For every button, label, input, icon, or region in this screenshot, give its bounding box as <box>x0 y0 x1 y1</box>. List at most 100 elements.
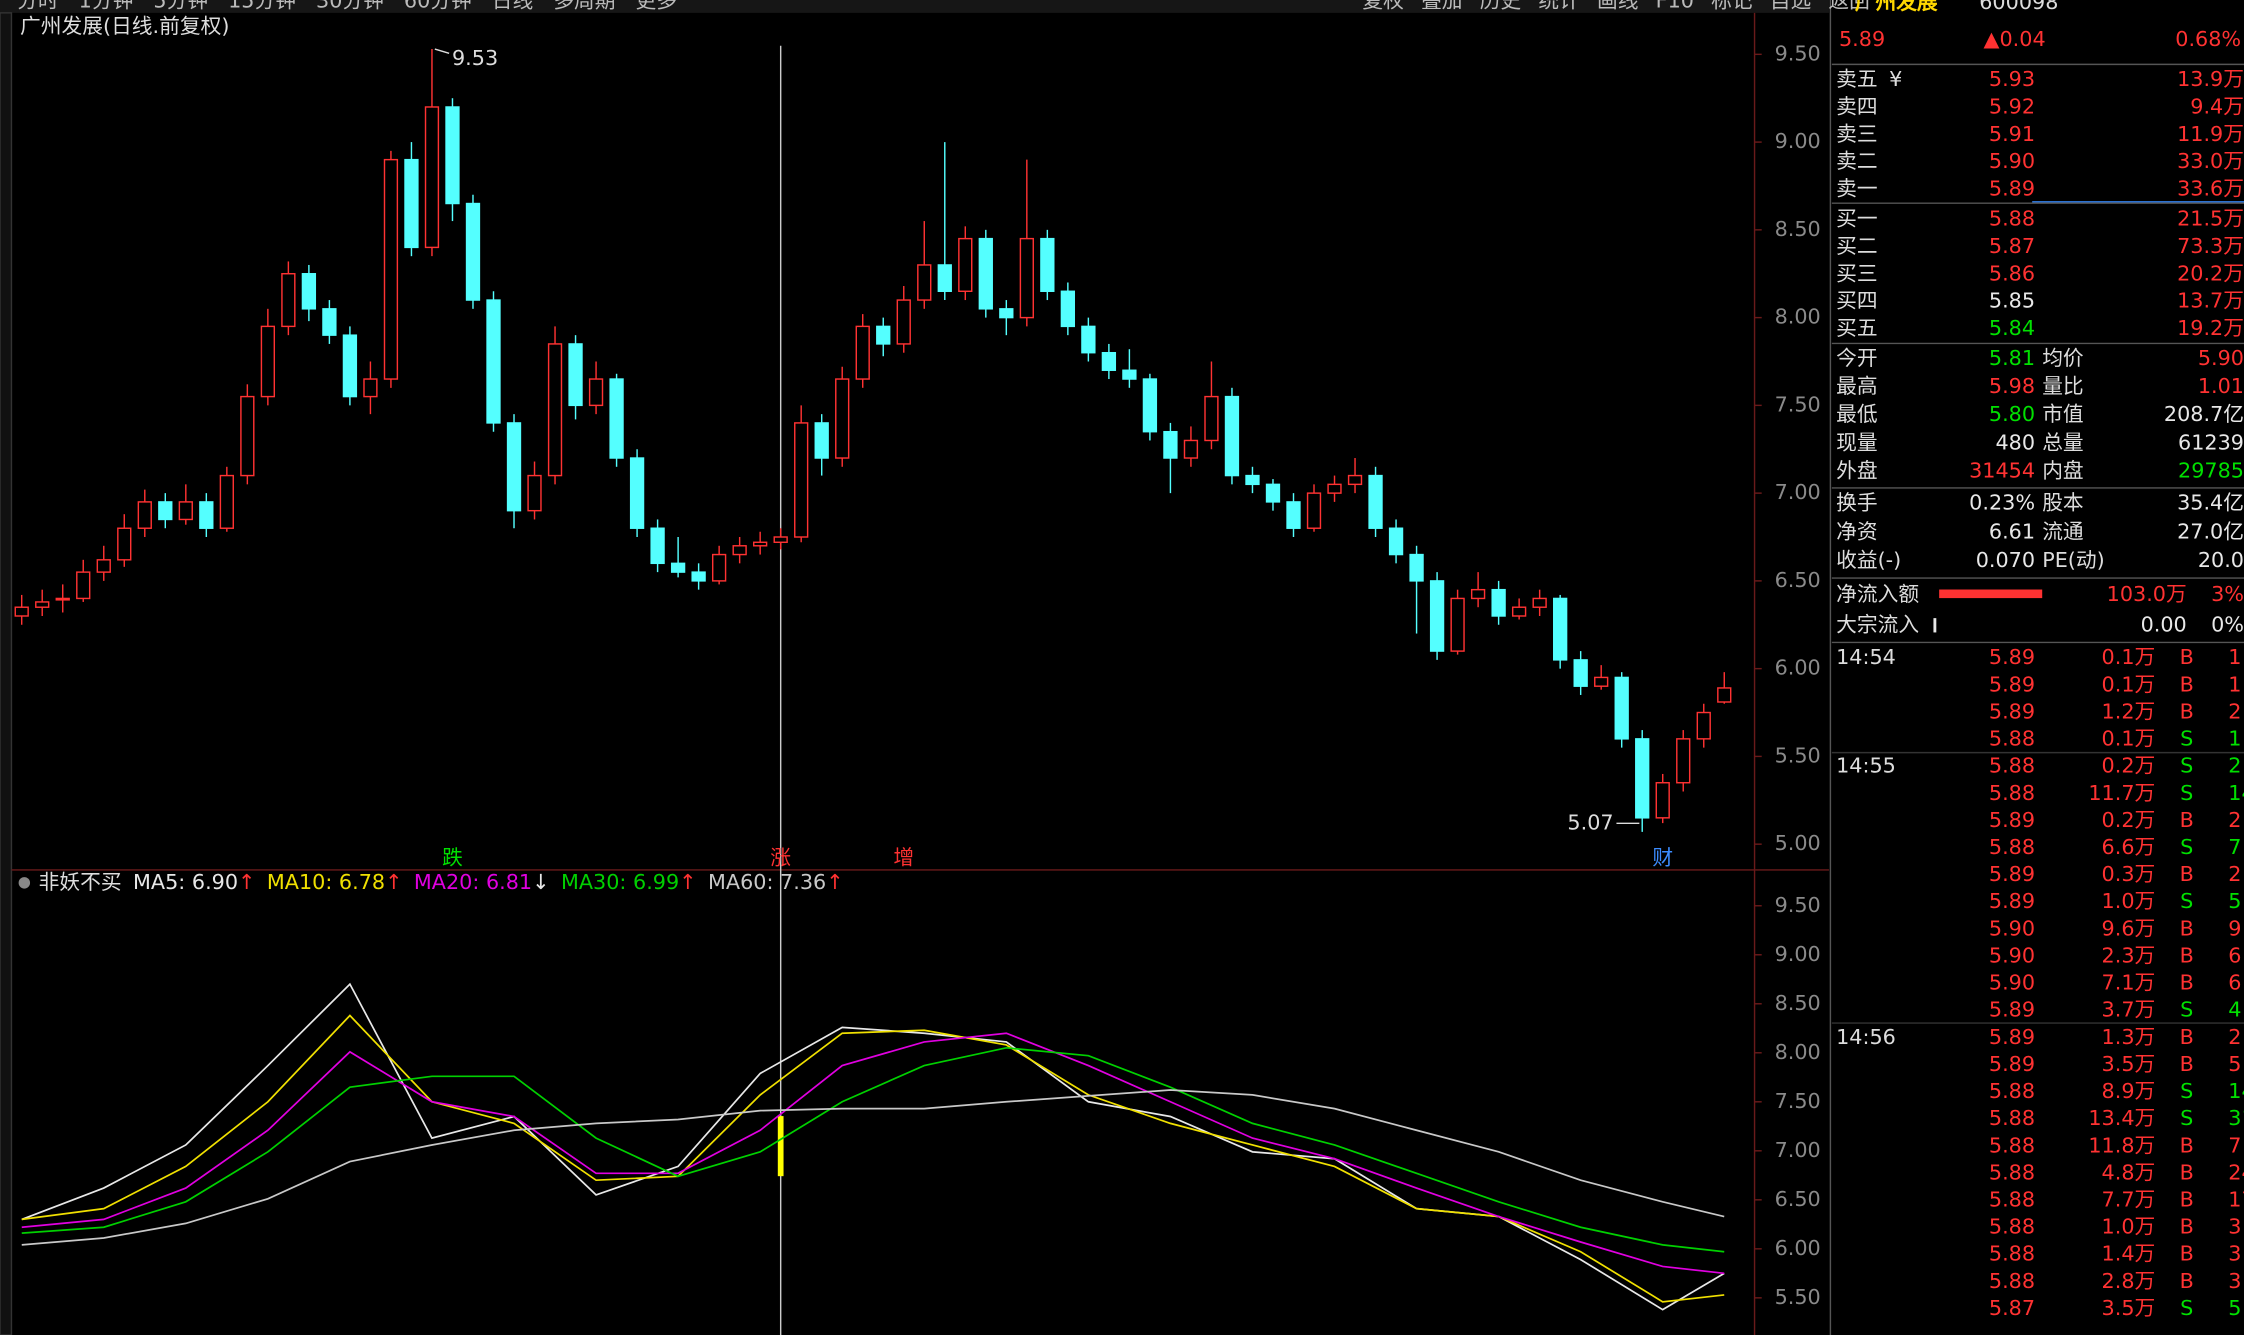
flow-pct: 3% <box>2211 582 2244 606</box>
toolbar-button[interactable]: 标记 <box>1711 0 1752 12</box>
tick-price: 5.89 <box>1989 889 2035 913</box>
toolbar-button[interactable]: 统计 <box>1538 0 1579 12</box>
candle-body <box>527 474 542 512</box>
toolbar-button[interactable]: 自选 <box>1770 0 1812 12</box>
tick-price: 5.89 <box>1989 1052 2035 1076</box>
stat-label: 外盘 <box>1836 458 1877 482</box>
tick-volume: 11.8万 <box>2088 1133 2155 1157</box>
tick-price: 5.89 <box>1989 808 2035 832</box>
stat-value: 5.81 <box>1989 346 2035 370</box>
candle-body <box>322 308 337 336</box>
event-marker: 财 <box>1652 846 1673 870</box>
stock-code: 600098 <box>1979 0 2058 14</box>
y-tick-label: 6.00 <box>1775 1236 1821 1260</box>
tick-count: 4 <box>2228 998 2241 1022</box>
tick-side: S <box>2180 889 2193 913</box>
toolbar-button[interactable]: 复权 <box>1362 0 1404 12</box>
book-price: 5.90 <box>1989 149 2035 173</box>
tick-price: 5.88 <box>1989 754 2035 778</box>
stat-label: 总量 <box>2042 430 2083 454</box>
toolbar-button[interactable]: 历史 <box>1480 0 1521 12</box>
tick-volume: 3.5万 <box>2102 1052 2156 1076</box>
tick-volume: 11.7万 <box>2088 781 2155 805</box>
tick-price: 5.88 <box>1989 1133 2035 1157</box>
toolbar-button[interactable]: 画线 <box>1597 0 1638 12</box>
tick-side: B <box>2180 1025 2194 1049</box>
tick-side: B <box>2180 1187 2194 1211</box>
book-label: 买三 <box>1836 261 1877 285</box>
y-tick-label: 7.00 <box>1775 1138 1821 1162</box>
toolbar-tab[interactable]: 60分钟 <box>404 0 472 12</box>
ma-line <box>21 1032 1725 1275</box>
tick-count: 6 <box>2228 971 2241 995</box>
tick-volume: 1.3万 <box>2102 1025 2156 1049</box>
toolbar-button[interactable]: 返回 <box>1828 0 1869 12</box>
candle-body <box>1511 606 1527 617</box>
candle-body <box>794 422 809 538</box>
toolbar-tab[interactable]: 分时 <box>17 0 58 12</box>
tick-count: 5 <box>2228 889 2241 913</box>
candle-body <box>260 325 276 398</box>
tick-price: 5.88 <box>1989 781 2035 805</box>
candle-body <box>1594 676 1609 687</box>
candle-body <box>281 273 296 328</box>
toolbar-tab[interactable]: 多周期 <box>553 0 615 12</box>
legend-item: MA60: 7.36 <box>708 870 826 894</box>
tick-volume: 13.4万 <box>2088 1106 2155 1130</box>
book-volume: 13.7万 <box>2177 289 2244 313</box>
toolbar-tab[interactable]: 15分钟 <box>228 0 296 12</box>
toolbar-button[interactable]: F10 <box>1656 0 1694 12</box>
toolbar-tab[interactable]: 30分钟 <box>316 0 384 12</box>
tick-price: 5.88 <box>1989 727 2035 751</box>
tick-volume: 4.8万 <box>2102 1160 2156 1184</box>
event-marker: 跌 <box>442 846 463 870</box>
finance-value: 0.070 <box>1976 548 2035 572</box>
candle-body <box>1388 527 1404 556</box>
candle-body <box>814 422 829 459</box>
book-price: 5.91 <box>1989 122 2035 146</box>
book-volume: 13.9万 <box>2177 67 2244 91</box>
book-label: 卖五 <box>1836 67 1877 91</box>
toolbar-tab[interactable]: 更多 <box>636 0 677 12</box>
indicator-title: 非妖不买 <box>39 870 122 894</box>
y-tick-label: 7.50 <box>1775 392 1821 416</box>
tick-count: 2 <box>2228 862 2241 886</box>
tick-time: 14:55 <box>1836 754 1896 778</box>
toolbar-tab[interactable]: 日线 <box>492 0 533 12</box>
legend-arrow: ↓ <box>532 870 549 894</box>
stat-label: 均价 <box>2042 346 2084 370</box>
book-currency: ¥ <box>1889 67 1902 91</box>
candle-body <box>937 264 952 292</box>
finance-value: 0.23% <box>1969 491 2035 515</box>
candle-body <box>958 237 973 292</box>
finance-value: 6.61 <box>1989 519 2035 543</box>
candle-body <box>917 264 932 301</box>
legend-arrow: ↑ <box>385 870 402 894</box>
tick-side: S <box>2180 727 2193 751</box>
tick-side: B <box>2180 971 2194 995</box>
event-marker: 涨 <box>770 846 791 870</box>
tick-count: 3 <box>2228 1242 2241 1266</box>
candle-body <box>1101 351 1117 371</box>
y-tick-label: 9.50 <box>1775 41 1821 65</box>
tick-count: 5 <box>2228 1052 2241 1076</box>
candle-body <box>1635 738 1650 819</box>
tick-volume: 3.5万 <box>2102 1296 2156 1320</box>
book-label: 买五 <box>1836 316 1877 340</box>
stat-label: 最高 <box>1836 374 1877 398</box>
tick-volume: 8.9万 <box>2102 1079 2156 1103</box>
candle-body <box>1491 588 1506 617</box>
toolbar-tab[interactable]: 1分钟 <box>79 0 134 12</box>
toolbar-tab[interactable]: 5分钟 <box>153 0 208 12</box>
candle-body <box>445 106 460 205</box>
y-tick-label: 5.00 <box>1775 831 1821 855</box>
book-price: 5.93 <box>1989 67 2035 91</box>
last-price: 5.89 <box>1839 27 1885 51</box>
finance-value: 27.0亿 <box>2177 519 2244 543</box>
toolbar-button[interactable]: 叠加 <box>1421 0 1462 12</box>
finance-label: 收益(-) <box>1836 548 1901 572</box>
tick-count: 6 <box>2228 943 2241 967</box>
event-marker: 增 <box>893 846 914 870</box>
tick-volume: 1.0万 <box>2102 889 2156 913</box>
